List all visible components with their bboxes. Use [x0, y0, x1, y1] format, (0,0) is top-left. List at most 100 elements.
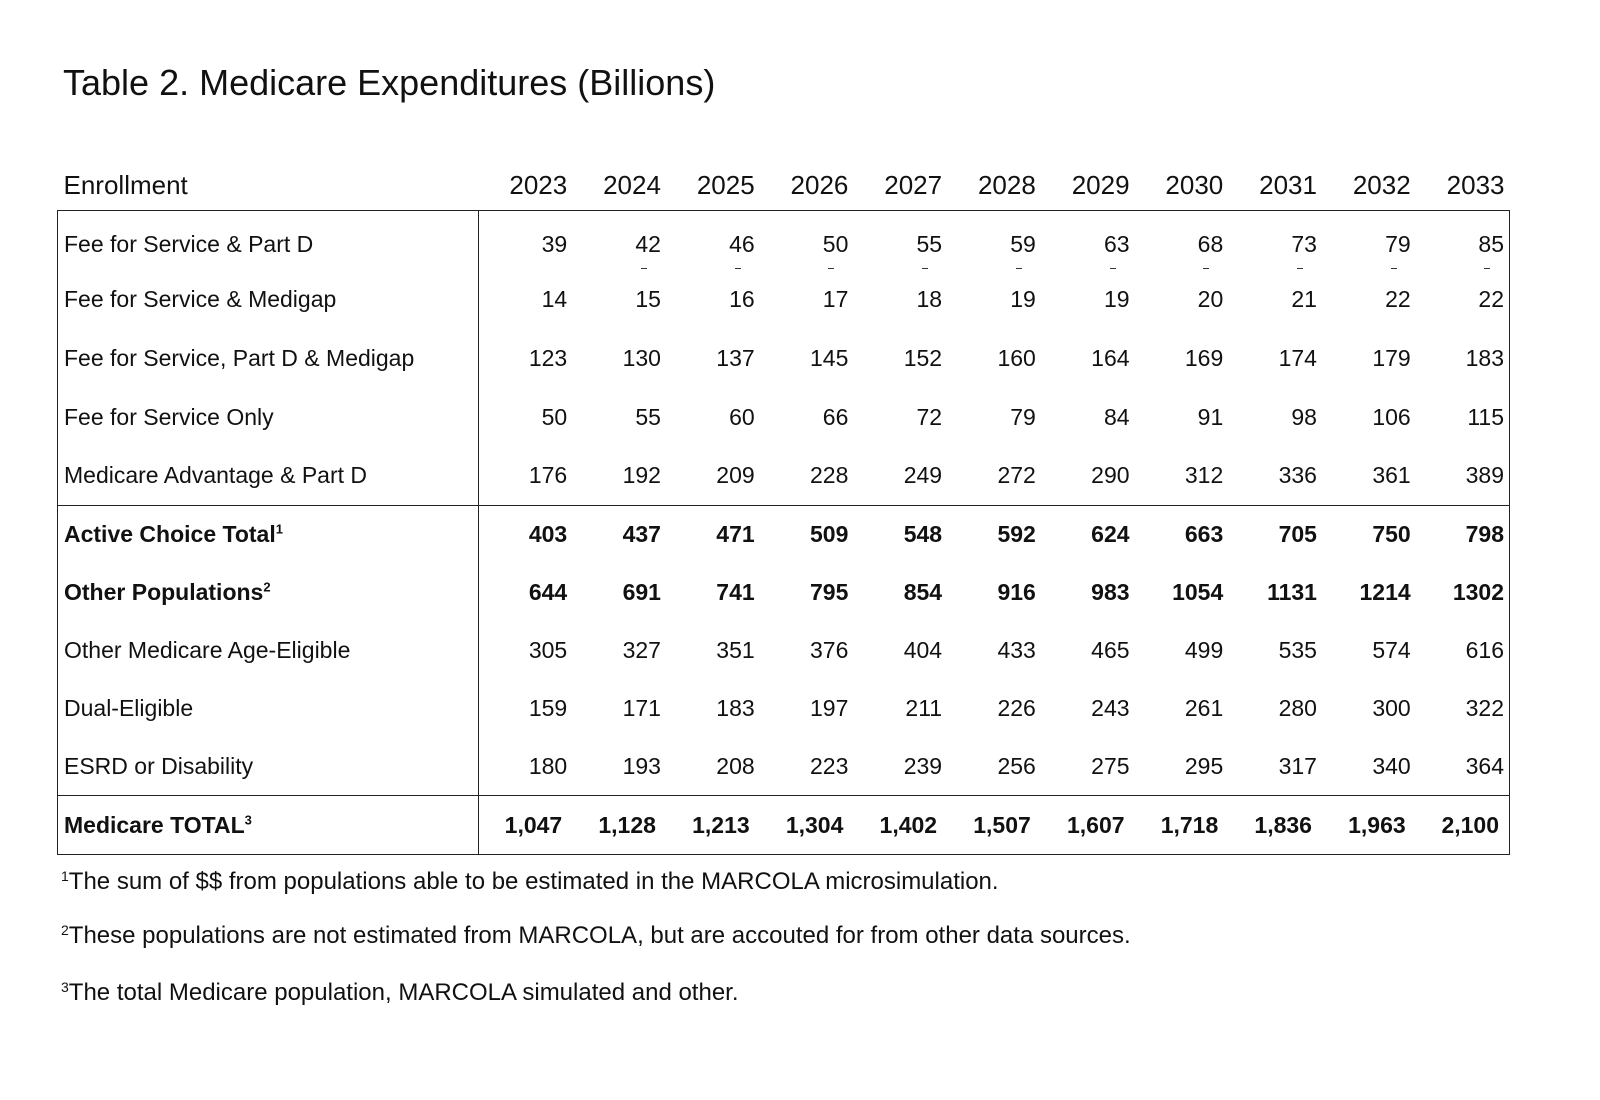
value-cell: 376 — [760, 622, 854, 680]
value-cell: 17 — [760, 270, 854, 329]
value-cell: 50 — [760, 211, 854, 270]
value-cell: 59 — [947, 211, 1041, 270]
value-text: 592 — [997, 521, 1036, 548]
table-row: Fee for Service, Part D & Medigap 123 130 1… — [57, 328, 1510, 388]
value-text: 1054 — [1172, 579, 1224, 605]
value-cell: 295 — [1135, 738, 1229, 796]
value-cell: 106 — [1322, 388, 1416, 447]
row-label: Dual-Eligible — [57, 679, 479, 738]
value-text: 261 — [1184, 695, 1224, 721]
value-cell: 280 — [1228, 680, 1322, 738]
header-year: 2032 — [1352, 169, 1411, 200]
value-text: 192 — [622, 462, 661, 489]
value-cell: 98 — [1228, 388, 1322, 447]
value-cell: 691 — [572, 564, 666, 622]
header-row: Enrollment 2023 2024 2025 2026 2027 2028 2029 2… — [58, 160, 1510, 211]
value-cell: 290 — [1041, 447, 1135, 506]
value-text: 39 — [541, 230, 568, 257]
value-cell: 305 — [479, 622, 573, 680]
value-text: 20 — [1197, 285, 1224, 312]
value-text: 403 — [528, 521, 568, 548]
value-cell: 916 — [947, 564, 1041, 622]
value-text: 548 — [903, 521, 943, 548]
value-text: 691 — [622, 579, 661, 605]
value-text: 17 — [822, 285, 849, 312]
value-text: 66 — [822, 403, 849, 430]
value-text: 1302 — [1452, 579, 1504, 605]
value-cell: 14 — [479, 270, 573, 329]
value-cell: 85 — [1416, 211, 1510, 270]
value-cell: 169 — [1135, 329, 1229, 388]
value-cell: 239 — [853, 738, 947, 796]
value-text: 322 — [1465, 695, 1504, 721]
value-text: 145 — [810, 344, 849, 371]
row-label-text: Fee for Service, Part D & Medigap — [64, 344, 415, 371]
value-cell: 55 — [853, 211, 947, 270]
value-text: 152 — [903, 344, 943, 371]
row-label-text: Dual-Eligible — [64, 695, 194, 721]
value-text: 351 — [716, 637, 755, 663]
value-text: 14 — [541, 285, 568, 312]
value-text: 21 — [1291, 285, 1317, 312]
value-cell: 137 — [666, 329, 760, 388]
value-text: 179 — [1372, 344, 1411, 371]
value-cell: 208 — [666, 738, 760, 796]
footnote-1: 1The sum of $$ from populations able to … — [61, 868, 999, 896]
value-cell: 1302 — [1416, 564, 1510, 622]
value-text: 72 — [916, 403, 943, 430]
value-text: 115 — [1467, 403, 1504, 430]
value-text: 174 — [1278, 344, 1317, 371]
value-cell: 854 — [853, 564, 947, 622]
value-cell: 22 — [1322, 270, 1416, 329]
value-text: 336 — [1278, 462, 1317, 489]
value-cell: 404 — [853, 622, 947, 680]
footnote-text: The sum of $$ from populations able to b… — [68, 868, 999, 895]
value-cell: 66 — [760, 388, 854, 447]
row-label: Fee for Service Only — [57, 387, 479, 447]
row-label-text: Medicare TOTAL — [64, 811, 245, 838]
footnote-marker: 2 — [61, 922, 69, 938]
value-cell: 312 — [1135, 447, 1229, 506]
value-text: 164 — [1091, 344, 1130, 371]
value-text: 249 — [903, 462, 943, 489]
value-text: 197 — [810, 695, 849, 721]
footnote-2: 2These populations are not estimated fro… — [61, 922, 1131, 950]
value-cell: 223 — [760, 738, 854, 796]
header-year: 2027 — [884, 169, 943, 200]
row-label-text: Medicare Advantage & Part D — [64, 462, 367, 489]
value-cell: 2,100 — [1416, 796, 1510, 855]
value-text: 644 — [528, 579, 568, 605]
value-cell: 535 — [1228, 622, 1322, 680]
value-cell: 209 — [666, 447, 760, 506]
value-cell: 243 — [1041, 680, 1135, 738]
value-cell: 171 — [572, 680, 666, 738]
value-cell: 115 — [1416, 388, 1510, 447]
value-cell: 20 — [1135, 270, 1229, 329]
value-text: 159 — [528, 695, 568, 721]
value-text: 663 — [1184, 521, 1224, 548]
value-text: 68 — [1197, 230, 1224, 257]
value-text: 15 — [635, 285, 661, 312]
value-text: 1,047 — [504, 811, 563, 838]
value-text: 160 — [997, 344, 1036, 371]
value-text: 169 — [1184, 344, 1224, 371]
value-text: 55 — [635, 403, 661, 430]
row-label-text: Other Medicare Age-Eligible — [64, 637, 351, 663]
row-label-text: ESRD or Disability — [64, 752, 254, 779]
value-cell: 22 — [1416, 270, 1510, 329]
value-text: 305 — [528, 637, 568, 663]
value-text: 574 — [1372, 637, 1411, 663]
value-cell: 340 — [1322, 738, 1416, 796]
value-cell: 351 — [666, 622, 760, 680]
value-cell: 389 — [1416, 447, 1510, 506]
value-text: 183 — [716, 695, 755, 721]
value-cell: 249 — [853, 447, 947, 506]
value-text: 2,100 — [1441, 811, 1499, 838]
value-cell: 1,836 — [1228, 796, 1322, 855]
value-cell: 795 — [760, 564, 854, 622]
row-label-text: Fee for Service & Part D — [64, 230, 314, 257]
value-text: 85 — [1478, 230, 1504, 257]
footnote-text: These populations are not estimated from… — [68, 922, 1131, 949]
value-text: 317 — [1278, 752, 1317, 779]
value-cell: 256 — [947, 738, 1041, 796]
